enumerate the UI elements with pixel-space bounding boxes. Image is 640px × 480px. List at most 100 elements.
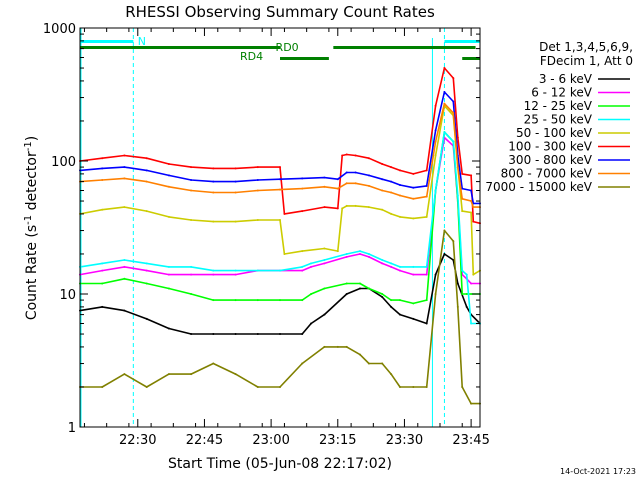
- data-point-s3-20: [425, 265, 428, 268]
- legend-label-2: 12 - 25 keV: [524, 99, 593, 113]
- data-point-s5-15: [345, 153, 348, 156]
- data-point-s0-9: [279, 333, 281, 335]
- data-point-s6-11: [323, 176, 326, 179]
- data-point-s5-17: [367, 157, 370, 160]
- footer-date: 14-Oct-2021 17:23: [560, 467, 636, 476]
- data-point-s6-21: [434, 129, 437, 132]
- data-point-s1-3: [145, 269, 148, 272]
- x-tick-label-5: 23:45: [452, 433, 489, 448]
- data-point-s6-26: [470, 189, 473, 192]
- data-point-s6-18: [399, 184, 401, 186]
- data-point-s5-6: [212, 167, 215, 170]
- data-point-s6-20: [425, 184, 428, 187]
- data-point-s8-8: [256, 386, 259, 388]
- plot-content: N RD0 RD4: [79, 28, 481, 427]
- data-point-s2-18: [399, 299, 401, 302]
- data-point-s7-18: [399, 194, 401, 197]
- rd4-bar-1: [462, 57, 480, 60]
- data-point-s0-2: [123, 309, 126, 312]
- data-point-s7-15: [367, 184, 370, 187]
- data-point-s5-8: [256, 166, 259, 169]
- data-point-s5-13: [336, 207, 339, 210]
- data-point-s7-20: [425, 195, 428, 198]
- data-point-s4-27: [461, 210, 464, 213]
- data-point-s4-16: [354, 204, 357, 207]
- data-point-s8-11: [323, 345, 326, 348]
- data-point-s8-20: [425, 386, 428, 388]
- data-point-s1-20: [425, 273, 428, 276]
- data-point-s1-18: [399, 269, 401, 272]
- legend-label-1: 6 - 12 keV: [531, 86, 593, 100]
- y-tick-label-0: 1: [68, 421, 76, 436]
- data-point-s7-3: [145, 180, 148, 183]
- data-point-s6-14: [354, 171, 357, 174]
- legend-header-line2: FDecim 1, Att 0: [540, 54, 633, 68]
- data-point-s3-6: [212, 269, 215, 272]
- data-point-s1-15: [367, 255, 370, 258]
- data-point-s3-9: [279, 269, 281, 272]
- data-point-s8-10: [301, 362, 304, 365]
- data-point-s5-22: [425, 169, 428, 172]
- data-point-s4-23: [434, 154, 437, 157]
- data-point-s7-6: [212, 191, 215, 194]
- data-point-s1-7: [234, 273, 237, 276]
- data-point-s2-5: [190, 293, 193, 295]
- data-point-s7-16: [381, 189, 384, 192]
- data-point-s4-20: [399, 215, 401, 218]
- y-axis-label-mid: detector: [24, 151, 40, 215]
- data-point-s4-7: [234, 220, 237, 223]
- data-point-s3-1: [101, 262, 104, 265]
- series-line-8: [80, 229, 480, 405]
- data-point-s3-10: [301, 265, 304, 268]
- data-point-s0-18: [399, 313, 401, 316]
- data-point-s5-24: [443, 67, 446, 69]
- legend-label-3: 25 - 50 keV: [524, 113, 593, 127]
- data-point-s1-12: [323, 262, 326, 265]
- data-point-s4-6: [212, 220, 215, 223]
- data-point-s7-25: [461, 197, 464, 200]
- data-point-s5-23: [434, 104, 437, 107]
- data-point-s8-24: [456, 305, 459, 308]
- data-point-s4-18: [381, 208, 384, 211]
- data-point-s5-4: [167, 163, 170, 165]
- data-point-s5-18: [381, 163, 384, 165]
- data-point-s5-27: [461, 172, 464, 175]
- data-point-s0-13: [345, 293, 348, 295]
- legend-label-5: 100 - 300 keV: [508, 140, 592, 154]
- data-point-s2-27: [470, 293, 473, 295]
- data-point-s6-5: [190, 179, 193, 181]
- data-point-s5-19: [390, 166, 393, 169]
- data-point-s2-10: [301, 299, 304, 302]
- data-point-s7-2: [123, 177, 126, 180]
- data-point-s8-5: [190, 373, 193, 376]
- data-point-s7-9: [279, 188, 281, 191]
- y-tick-label-2: 100: [51, 155, 76, 170]
- data-point-s6-22: [443, 91, 446, 93]
- data-point-s5-29: [472, 220, 475, 223]
- data-point-s6-23: [452, 100, 455, 103]
- y-axis-label-sup1: -1: [23, 215, 34, 225]
- x-axis: 22:30 22:45 23:00 23:15 23:30 23:45: [83, 28, 490, 448]
- data-point-s8-1: [101, 386, 104, 388]
- data-point-s6-19: [412, 186, 415, 189]
- data-point-s3-5: [190, 265, 193, 268]
- data-point-s2-3: [145, 282, 148, 285]
- data-point-s1-6: [212, 273, 215, 276]
- data-point-s1-5: [190, 273, 193, 276]
- legend-label-7: 800 - 7000 keV: [501, 167, 593, 181]
- data-point-s1-13: [345, 255, 348, 258]
- data-point-s0-21: [434, 273, 437, 276]
- data-point-s7-7: [234, 191, 237, 194]
- data-point-s7-10: [301, 187, 304, 190]
- data-point-s0-11: [310, 322, 313, 325]
- data-point-s5-10: [283, 212, 286, 215]
- x-tick-label-2: 23:00: [252, 433, 289, 448]
- data-point-s7-23: [452, 111, 455, 114]
- data-point-s3-16: [381, 259, 384, 261]
- data-point-s5-11: [301, 210, 304, 213]
- data-point-s0-4: [167, 327, 170, 330]
- data-point-s3-19: [412, 265, 415, 268]
- data-point-s8-13: [345, 345, 348, 348]
- data-point-s8-4: [167, 373, 170, 376]
